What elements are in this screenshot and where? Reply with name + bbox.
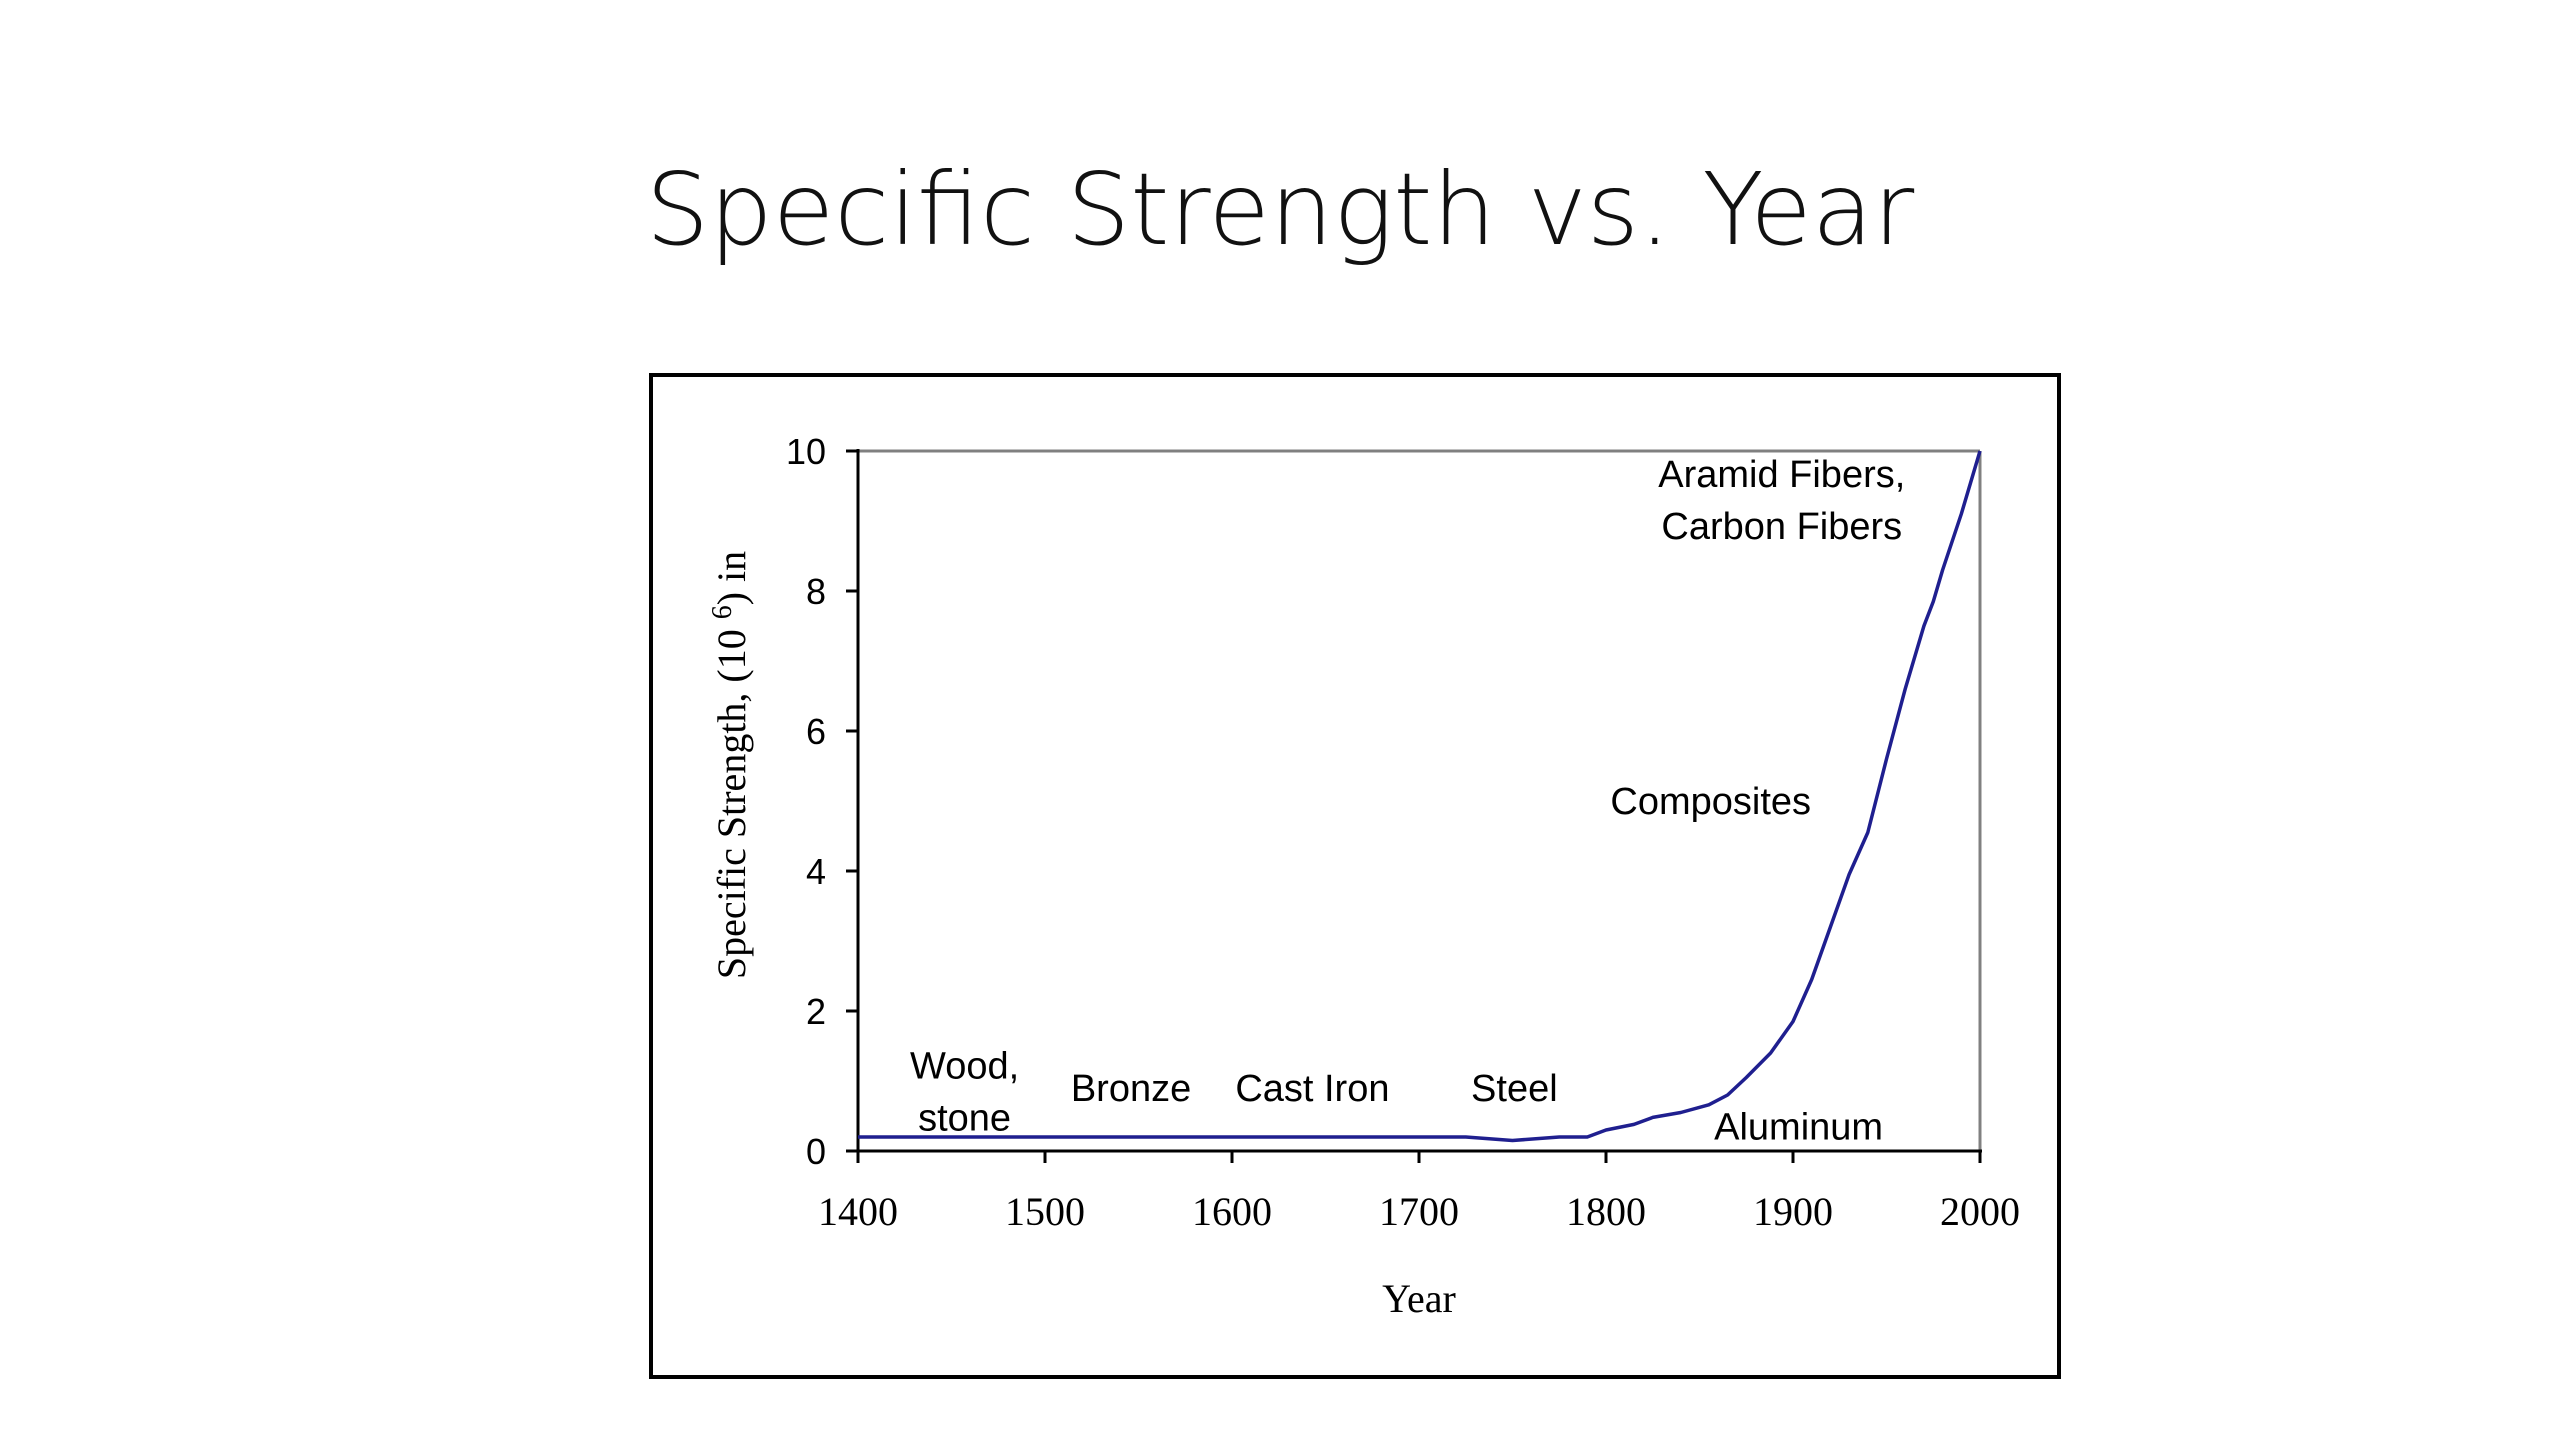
y-axis-title-main: Specific Strength, (10 — [709, 619, 754, 979]
chart-frame — [649, 373, 2061, 1379]
y-tick-label: 4 — [806, 851, 826, 892]
annotation-label: Bronze — [1071, 1068, 1191, 1110]
x-tick-label: 2000 — [1940, 1189, 2020, 1234]
x-tick-label: 1600 — [1192, 1189, 1272, 1234]
annotation-label: Aramid Fibers, — [1658, 454, 1905, 496]
annotation-label: Aluminum — [1714, 1107, 1883, 1149]
annotation-label: Carbon Fibers — [1661, 506, 1902, 548]
slide-title: Specific Strength vs. Year — [645, 151, 1915, 268]
annotation-label: Wood, — [910, 1046, 1019, 1088]
x-tick-label: 1800 — [1566, 1189, 1646, 1234]
series-line — [858, 450, 1982, 1143]
x-tick-label: 1500 — [1005, 1189, 1085, 1234]
plot-layer: 0 2 4 6 8 10 1400 1500 1600 1700 1800 1900 2000 Wood,… — [786, 431, 2020, 1234]
y-tick-label: 6 — [806, 711, 826, 752]
x-tick-label: 1900 — [1753, 1189, 1833, 1234]
x-tick-label: 1400 — [818, 1189, 898, 1234]
x-tick-label: 1700 — [1379, 1189, 1459, 1234]
annotation-label: Steel — [1471, 1068, 1558, 1110]
y-axis-title-unit: ) in — [709, 551, 754, 605]
y-axis-title: Specific Strength, (10 6) in — [707, 551, 754, 979]
y-tick-label: 10 — [786, 431, 826, 472]
y-tick-label: 2 — [806, 991, 826, 1032]
annotation-label: stone — [918, 1098, 1011, 1140]
y-tick-label: 0 — [806, 1131, 826, 1172]
x-axis-title: Year — [1382, 1276, 1456, 1321]
y-tick-label: 8 — [806, 571, 826, 612]
y-axis-title-superscript: 6 — [707, 605, 738, 619]
annotation-label: Composites — [1610, 781, 1811, 823]
annotation-label: Cast Iron — [1235, 1068, 1389, 1110]
